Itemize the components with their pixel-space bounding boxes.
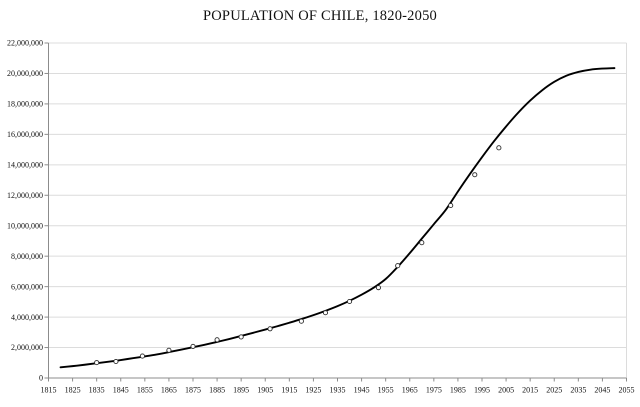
x-tick-label: 1895 [233, 386, 249, 395]
x-tick-label: 2035 [570, 386, 586, 395]
y-tick-label: 16,000,000 [7, 130, 43, 139]
census-point [395, 263, 401, 269]
census-point [94, 360, 100, 366]
x-tick-label: 1875 [185, 386, 201, 395]
x-tick-label: 1935 [330, 386, 346, 395]
x-tick-label: 1995 [474, 386, 490, 395]
y-tick-label: 14,000,000 [7, 161, 43, 170]
x-tick-label: 1975 [426, 386, 442, 395]
y-tick-label: 8,000,000 [11, 252, 43, 261]
census-point [298, 318, 304, 324]
y-tick-label: 10,000,000 [7, 221, 43, 230]
census-point [496, 145, 502, 151]
census-point [346, 298, 353, 305]
y-tick-label: 2,000,000 [11, 343, 43, 352]
x-tick-label: 1985 [450, 386, 466, 395]
census-point [419, 240, 425, 246]
census-point [113, 358, 119, 365]
y-tick-label: 22,000,000 [7, 39, 43, 48]
x-tick-label: 1885 [209, 386, 225, 395]
x-tick-label: 1925 [305, 386, 321, 395]
x-tick-label: 1865 [161, 386, 177, 395]
population-curve [59, 67, 616, 369]
census-point [238, 334, 244, 340]
x-tick-label: 1965 [402, 386, 418, 395]
census-point [267, 326, 273, 332]
census-point [139, 353, 145, 359]
x-tick-label: 1815 [41, 386, 57, 395]
census-point [472, 172, 478, 178]
x-tick-label: 2055 [619, 386, 635, 395]
census-point [375, 285, 381, 291]
x-tick-label: 2025 [546, 386, 562, 395]
x-tick-label: 1825 [65, 386, 81, 395]
x-tick-label: 1945 [354, 386, 370, 395]
y-tick-label: 20,000,000 [7, 69, 43, 78]
x-tick-label: 1845 [113, 386, 129, 395]
y-tick-label: 0 [39, 374, 43, 383]
chart-title: POPULATION OF CHILE, 1820-2050 [203, 8, 437, 24]
x-tick-label: 2005 [498, 386, 514, 395]
x-tick-label: 1835 [89, 386, 105, 395]
census-point [190, 343, 196, 349]
census-point [166, 347, 172, 353]
x-tick-label: 1905 [257, 386, 273, 395]
y-tick-label: 4,000,000 [11, 313, 43, 322]
census-point [322, 310, 329, 316]
x-tick-label: 2045 [594, 386, 610, 395]
census-point [448, 202, 454, 209]
y-tick-label: 6,000,000 [11, 282, 43, 291]
x-tick-label: 2015 [522, 386, 538, 395]
y-tick-label: 12,000,000 [7, 191, 43, 200]
census-point [214, 337, 220, 343]
x-tick-label: 1915 [281, 386, 297, 395]
x-tick-label: 1955 [378, 386, 394, 395]
y-tick-label: 18,000,000 [7, 100, 43, 109]
x-tick-label: 1855 [137, 386, 153, 395]
